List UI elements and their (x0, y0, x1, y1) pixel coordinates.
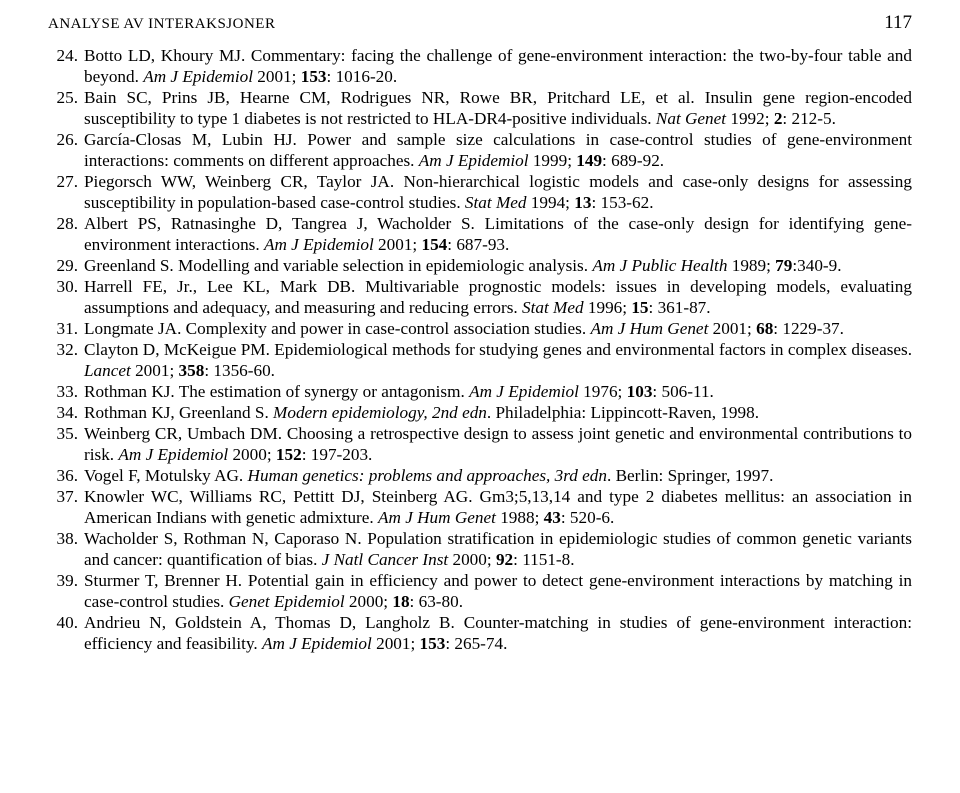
reference-item: 31.Longmate JA. Complexity and power in … (48, 319, 912, 340)
reference-number: 29. (48, 256, 82, 277)
reference-item: 27.Piegorsch WW, Weinberg CR, Taylor JA.… (48, 172, 912, 214)
reference-text: Bain SC, Prins JB, Hearne CM, Rodrigues … (82, 88, 912, 130)
reference-number: 39. (48, 571, 82, 613)
reference-item: 39.Sturmer T, Brenner H. Potential gain … (48, 571, 912, 613)
reference-text: Vogel F, Motulsky AG. Human genetics: pr… (82, 466, 912, 487)
reference-number: 40. (48, 613, 82, 655)
reference-item: 38.Wacholder S, Rothman N, Caporaso N. P… (48, 529, 912, 571)
reference-number: 24. (48, 46, 82, 88)
reference-text: Knowler WC, Williams RC, Pettitt DJ, Ste… (82, 487, 912, 529)
reference-item: 34.Rothman KJ, Greenland S. Modern epide… (48, 403, 912, 424)
reference-number: 37. (48, 487, 82, 529)
reference-number: 25. (48, 88, 82, 130)
running-header: ANALYSE AV INTERAKSJONER 117 (48, 12, 912, 34)
reference-item: 37.Knowler WC, Williams RC, Pettitt DJ, … (48, 487, 912, 529)
reference-item: 29.Greenland S. Modelling and variable s… (48, 256, 912, 277)
page-number: 117 (884, 12, 912, 34)
reference-item: 25.Bain SC, Prins JB, Hearne CM, Rodrigu… (48, 88, 912, 130)
reference-item: 33.Rothman KJ. The estimation of synergy… (48, 382, 912, 403)
reference-text: Sturmer T, Brenner H. Potential gain in … (82, 571, 912, 613)
reference-item: 32.Clayton D, McKeigue PM. Epidemiologic… (48, 340, 912, 382)
reference-number: 32. (48, 340, 82, 382)
reference-text: Longmate JA. Complexity and power in cas… (82, 319, 912, 340)
reference-text: Rothman KJ, Greenland S. Modern epidemio… (82, 403, 912, 424)
reference-number: 30. (48, 277, 82, 319)
reference-text: Wacholder S, Rothman N, Caporaso N. Popu… (82, 529, 912, 571)
reference-number: 34. (48, 403, 82, 424)
reference-item: 30.Harrell FE, Jr., Lee KL, Mark DB. Mul… (48, 277, 912, 319)
reference-number: 35. (48, 424, 82, 466)
reference-text: Piegorsch WW, Weinberg CR, Taylor JA. No… (82, 172, 912, 214)
reference-number: 26. (48, 130, 82, 172)
reference-text: Clayton D, McKeigue PM. Epidemiological … (82, 340, 912, 382)
reference-number: 33. (48, 382, 82, 403)
reference-item: 35.Weinberg CR, Umbach DM. Choosing a re… (48, 424, 912, 466)
reference-text: Albert PS, Ratnasinghe D, Tangrea J, Wac… (82, 214, 912, 256)
running-title: ANALYSE AV INTERAKSJONER (48, 16, 275, 33)
reference-number: 31. (48, 319, 82, 340)
reference-item: 28.Albert PS, Ratnasinghe D, Tangrea J, … (48, 214, 912, 256)
reference-text: Rothman KJ. The estimation of synergy or… (82, 382, 912, 403)
reference-item: 36.Vogel F, Motulsky AG. Human genetics:… (48, 466, 912, 487)
reference-text: Andrieu N, Goldstein A, Thomas D, Langho… (82, 613, 912, 655)
reference-text: García-Closas M, Lubin HJ. Power and sam… (82, 130, 912, 172)
reference-number: 36. (48, 466, 82, 487)
reference-text: Harrell FE, Jr., Lee KL, Mark DB. Multiv… (82, 277, 912, 319)
reference-text: Greenland S. Modelling and variable sele… (82, 256, 912, 277)
reference-number: 38. (48, 529, 82, 571)
reference-number: 27. (48, 172, 82, 214)
reference-item: 24.Botto LD, Khoury MJ. Commentary: faci… (48, 46, 912, 88)
reference-number: 28. (48, 214, 82, 256)
reference-text: Botto LD, Khoury MJ. Commentary: facing … (82, 46, 912, 88)
reference-list: 24.Botto LD, Khoury MJ. Commentary: faci… (48, 46, 912, 655)
reference-item: 40.Andrieu N, Goldstein A, Thomas D, Lan… (48, 613, 912, 655)
reference-text: Weinberg CR, Umbach DM. Choosing a retro… (82, 424, 912, 466)
reference-item: 26.García-Closas M, Lubin HJ. Power and … (48, 130, 912, 172)
